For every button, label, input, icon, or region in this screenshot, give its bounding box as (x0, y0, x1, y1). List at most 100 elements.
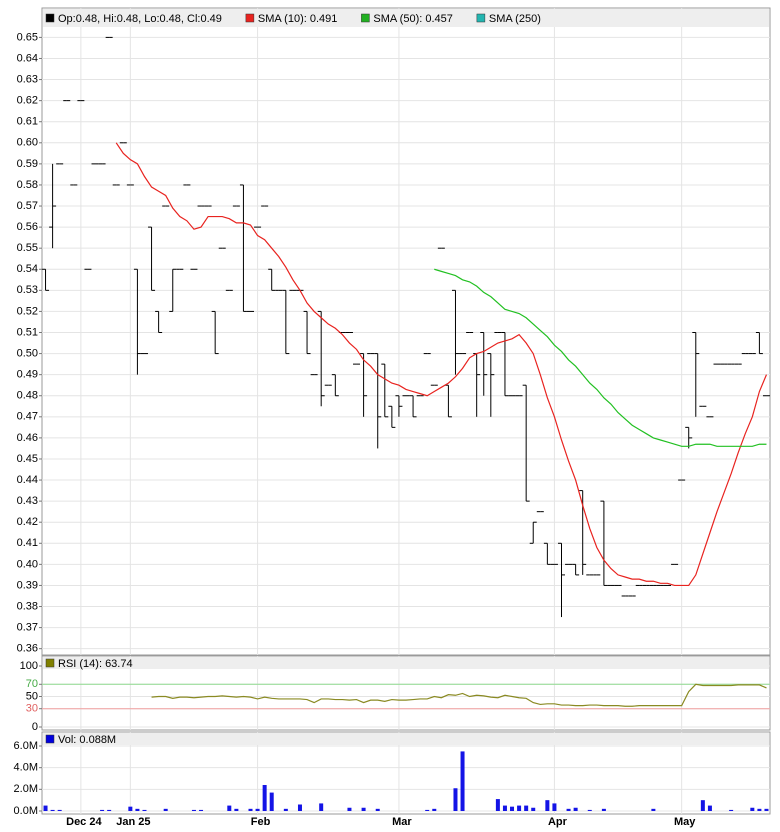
volume-bar (375, 808, 380, 811)
y-tick-label: 0.38 (17, 600, 38, 612)
volume-bar (163, 808, 168, 811)
y-tick-label: 0.55 (17, 242, 38, 254)
y-tick-label: 0.40 (17, 558, 38, 570)
x-tick-label: May (674, 816, 696, 828)
y-tick-label: 0.57 (17, 200, 38, 212)
y-tick-label: 0.45 (17, 453, 38, 465)
y-tick-label: 0.52 (17, 305, 38, 317)
legend-swatch (476, 13, 486, 23)
y-tick-label: 4.0M (14, 762, 38, 774)
y-tick-label: 0.60 (17, 137, 38, 149)
volume-bar (495, 799, 500, 811)
y-tick-label: 0.54 (17, 263, 38, 275)
y-tick-label: 0.63 (17, 73, 38, 85)
volume-bar (283, 808, 288, 811)
y-tick-label: 0.44 (17, 474, 38, 486)
rsi-line (151, 683, 767, 707)
sma-line (434, 268, 767, 447)
y-tick-label: 30 (26, 703, 38, 715)
volume-bar (573, 807, 578, 811)
y-tick-label: 0 (32, 721, 38, 733)
volume-bar (269, 792, 274, 811)
volume-bar (361, 807, 366, 811)
y-tick-label: 50 (26, 690, 38, 702)
volume-bar (50, 809, 55, 811)
volume-bar (227, 805, 232, 811)
volume-bar (191, 809, 196, 811)
volume-bar (248, 808, 253, 811)
legend-label: Op:0.48, Hi:0.48, Lo:0.48, Cl:0.49 (58, 13, 222, 25)
volume-bar (729, 809, 734, 811)
volume-bar (545, 800, 550, 811)
volume-bar (57, 809, 62, 811)
y-tick-label: 70 (26, 678, 38, 690)
volume-bar (142, 809, 147, 811)
volume-bar (552, 803, 557, 811)
volume-bar (43, 805, 48, 811)
y-tick-label: 0.47 (17, 411, 38, 423)
volume-bar (524, 805, 529, 811)
legend-swatch (361, 13, 370, 23)
volume-bar (510, 806, 515, 811)
y-tick-label: 0.53 (17, 284, 38, 296)
y-tick-label: 0.49 (17, 369, 38, 381)
panel-background (41, 7, 771, 656)
volume-bar (460, 751, 465, 811)
volume-bar (587, 809, 592, 811)
volume-bar (651, 808, 656, 811)
volume-bar (531, 807, 536, 811)
volume-bar (517, 805, 522, 811)
y-tick-label: 0.41 (17, 537, 38, 549)
x-tick-label: Mar (392, 816, 412, 828)
volume-bar (566, 808, 571, 811)
volume-bar (757, 808, 762, 811)
legend-bar (43, 9, 769, 27)
legend-label: Vol: 0.088M (58, 734, 116, 746)
volume-bar (107, 809, 112, 811)
legend-label: SMA (10): 0.491 (258, 13, 338, 25)
y-tick-label: 100 (20, 660, 38, 672)
y-tick-label: 0.48 (17, 390, 38, 402)
legend-label: SMA (250) (489, 13, 541, 25)
volume-bar (135, 808, 140, 811)
y-tick-label: 0.56 (17, 221, 38, 233)
legend-bar (43, 733, 769, 745)
volume-bar (255, 808, 260, 811)
volume-bar (199, 809, 204, 811)
y-tick-label: 0.39 (17, 579, 38, 591)
volume-bar (297, 804, 302, 811)
y-tick-label: 0.64 (17, 52, 38, 64)
legend-swatch (45, 734, 55, 744)
y-tick-label: 0.62 (17, 95, 38, 107)
y-tick-label: 0.46 (17, 432, 38, 444)
y-tick-label: 0.0M (14, 805, 38, 817)
y-tick-label: 6.0M (14, 740, 38, 752)
y-tick-label: 0.36 (17, 643, 38, 655)
x-tick-label: Jan 25 (116, 816, 150, 828)
volume-bar (319, 803, 324, 811)
volume-bar (453, 788, 458, 811)
x-tick-label: Feb (251, 816, 271, 828)
volume-bar (601, 808, 606, 811)
volume-bar (425, 809, 430, 811)
legend-label: SMA (50): 0.457 (373, 13, 453, 25)
volume-bar (262, 785, 267, 811)
y-tick-label: 0.61 (17, 116, 38, 128)
legend-swatch (45, 658, 55, 668)
volume-bar (234, 808, 239, 811)
volume-bar (764, 808, 769, 811)
legend-swatch (45, 13, 55, 23)
volume-bar (750, 807, 755, 811)
legend-swatch (245, 13, 255, 23)
volume-bar (707, 805, 712, 811)
y-tick-label: 0.43 (17, 495, 38, 507)
volume-bar (347, 807, 352, 811)
y-tick-label: 0.51 (17, 326, 38, 338)
y-tick-label: 0.50 (17, 347, 38, 359)
y-tick-label: 0.58 (17, 179, 38, 191)
y-tick-label: 0.37 (17, 622, 38, 634)
sma-line (115, 142, 768, 587)
volume-bar (100, 809, 105, 811)
y-tick-label: 0.42 (17, 516, 38, 528)
